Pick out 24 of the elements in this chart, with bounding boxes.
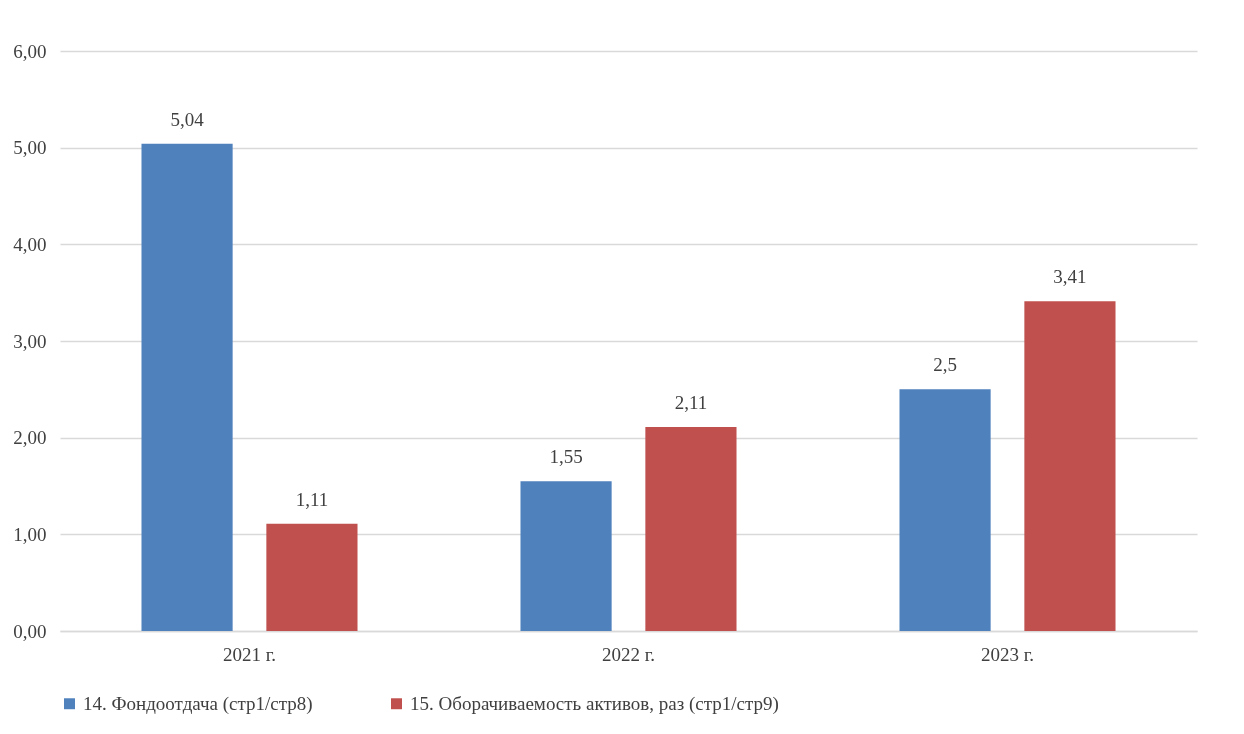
bar (899, 389, 991, 631)
data-label: 3,41 (1053, 266, 1087, 288)
x-tick-label: 2022 г. (601, 643, 656, 665)
data-label: 2,5 (933, 354, 957, 376)
data-label: 5,04 (170, 108, 205, 130)
y-tick-label: 6,00 (13, 40, 47, 62)
bar (645, 427, 737, 631)
bar (1024, 301, 1116, 631)
y-tick-label: 0,00 (13, 620, 47, 642)
x-tick-label: 2023 г. (980, 643, 1035, 665)
bar (520, 481, 612, 631)
data-label: 1,11 (295, 488, 329, 510)
y-tick-label: 1,00 (13, 523, 47, 545)
bar (266, 523, 358, 631)
y-tick-label: 3,00 (13, 330, 47, 352)
y-tick-label: 5,00 (13, 137, 47, 159)
legend-label: 15. Оборачиваемость активов, раз (стр1/стр9) (410, 692, 779, 715)
x-tick-label: 2021 г. (222, 643, 277, 665)
legend-label: 14. Фондоотдача (стр1/стр8) (83, 692, 313, 715)
bar (141, 143, 233, 631)
y-tick-label: 4,00 (13, 233, 47, 255)
data-label: 1,55 (549, 446, 583, 468)
data-label: 2,11 (674, 392, 708, 414)
y-tick-label: 2,00 (13, 427, 47, 449)
